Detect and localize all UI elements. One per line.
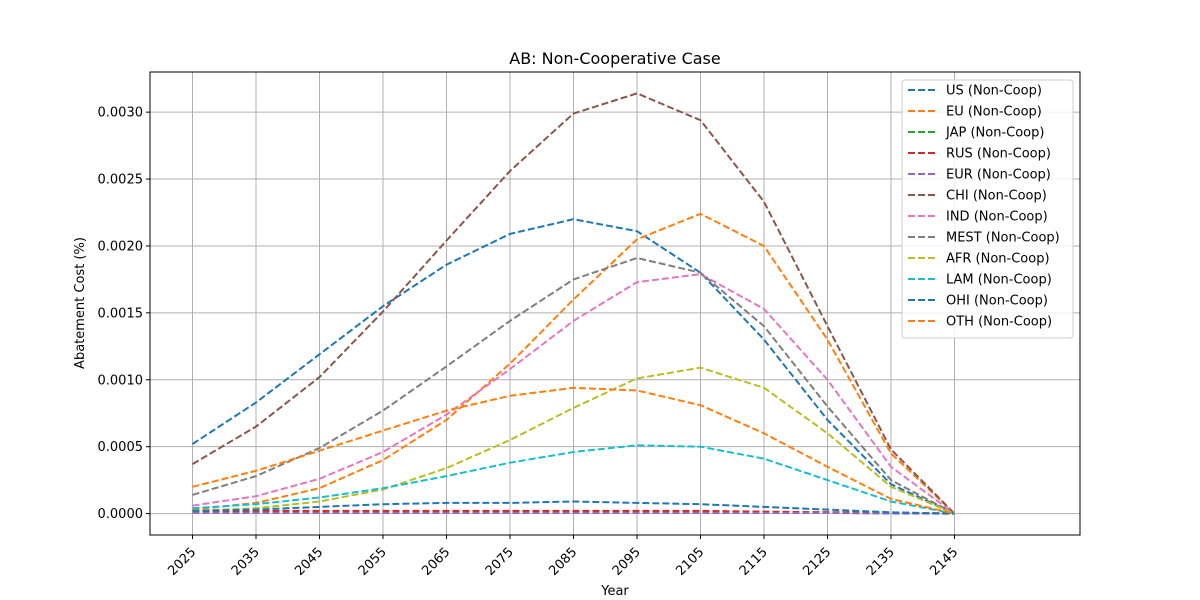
y-tick-label: 0.0020 [98,239,144,254]
series-line [192,386,955,515]
y-axis-ticks: 0.0000 0.0005 0.0010 0.0015 0.0020 0.0025 0.00… [98,106,150,522]
legend-label: US (Non-Coop) [946,84,1042,99]
y-tick-label: 0.0000 [98,507,144,522]
x-tick-label: 2145 [927,545,961,579]
chart-title: AB: Non-Cooperative Case [509,49,720,68]
y-tick-label: 0.0010 [98,373,144,388]
legend-label: IND (Non-Coop) [946,210,1048,225]
x-tick-label: 2075 [483,545,517,579]
legend-label: RUS (Non-Coop) [946,147,1051,162]
plot-frame [149,71,1081,536]
x-axis-ticks: 2025 2035 2045 2055 2065 2075 2085 2095 2105 2115… [165,535,961,579]
x-tick-label: 2025 [165,545,199,579]
y-tick-label: 0.0025 [98,173,144,188]
legend-label: LAM (Non-Coop) [946,273,1052,288]
y-tick-label: 0.0005 [98,440,144,455]
series-line [191,92,956,515]
x-tick-label: 2085 [546,545,580,579]
series-line [192,256,955,515]
legend: US (Non-Coop) EU (Non-Coop) JAP (Non-Coop)… [901,79,1074,339]
x-tick-label: 2105 [673,545,707,579]
legend-label: MEST (Non-Coop) [946,231,1060,246]
x-tick-label: 2135 [864,545,898,579]
x-tick-label: 2055 [356,545,390,579]
x-tick-label: 2095 [610,545,644,579]
y-tick-label: 0.0015 [98,306,144,321]
legend-label: EU (Non-Coop) [946,105,1042,120]
legend-label: OTH (Non-Coop) [946,315,1052,330]
series-lines [191,92,956,515]
legend-box [901,79,1074,339]
legend-label: JAP (Non-Coop) [945,126,1044,141]
legend-label: AFR (Non-Coop) [946,252,1050,267]
x-tick-label: 2045 [292,545,326,579]
series-line [192,511,955,515]
legend-label: CHI (Non-Coop) [946,189,1047,204]
series-line [192,273,956,515]
x-axis-label: Year [600,584,629,599]
series-line [192,500,955,515]
x-tick-label: 2035 [229,545,263,579]
y-tick-label: 0.0030 [98,106,144,121]
x-tick-label: 2125 [800,545,834,579]
legend-label: EUR (Non-Coop) [946,168,1051,183]
x-tick-label: 2065 [419,545,453,579]
x-tick-label: 2115 [737,545,771,579]
legend-label: OHI (Non-Coop) [946,294,1048,309]
series-line [192,444,955,515]
y-axis-label: Abatement Cost (%) [73,237,88,369]
series-line [191,218,955,515]
